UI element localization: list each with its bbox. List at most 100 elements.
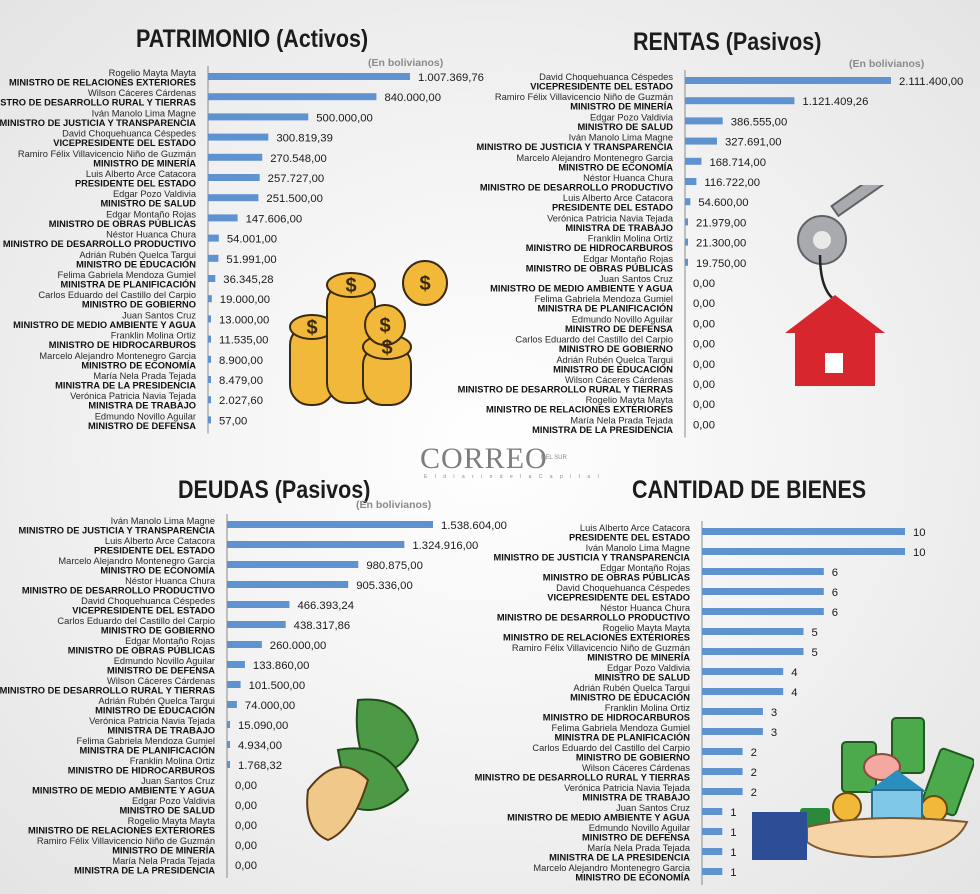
bienes-bar-role: PRESIDENTE DEL ESTADO (569, 533, 690, 543)
patrimonio-bar-name: Ramiro Félix Villavicencio Niño de Guzmá… (18, 149, 196, 159)
patrimonio-value-label: 270.548,00 (270, 153, 327, 165)
bienes-value-label: 6 (832, 607, 838, 619)
bienes-value-label: 5 (812, 627, 818, 639)
rentas-value-label: 0,00 (693, 359, 715, 371)
bienes-bar (702, 748, 743, 755)
patrimonio-value-label: 36.345,28 (223, 274, 273, 286)
patrimonio-bar (208, 315, 211, 323)
patrimonio-value-label: 11.535,00 (219, 335, 268, 347)
bienes-bar (702, 648, 804, 655)
rentas-bar-role: MINISTRA DE PLANIFICACIÓN (538, 303, 674, 314)
patrimonio-bar (208, 275, 216, 282)
patrimonio-value-label: 1.007.369,76 (418, 72, 484, 84)
bienes-bar-name: Edgar Pozo Valdivia (607, 663, 691, 673)
deudas-bar-role: MINISTRO DE HIDROCARBUROS (68, 766, 215, 776)
deudas-value-label: 0,00 (235, 820, 257, 832)
bienes-title: CANTIDAD DE BIENES (632, 476, 867, 504)
rentas-bar-name: Franklin Molina Ortiz (588, 234, 674, 244)
deudas-bar (227, 701, 237, 708)
bienes-value-label: 1 (730, 807, 736, 819)
newspaper-logo-subtitle: E l d i a r i o d e l a C a p i t a l (424, 474, 602, 480)
bienes-value-label: 6 (832, 567, 838, 579)
deudas-bar-name: Ramiro Félix Villavicencio Niño de Guzmá… (37, 836, 215, 846)
patrimonio-bar-name: Wilson Cáceres Cárdenas (88, 88, 196, 98)
svg-text:$: $ (345, 275, 356, 297)
deudas-bar-name: María Nela Prada Tejada (112, 856, 215, 866)
patrimonio-bar-name: Néstor Huanca Chura (106, 230, 197, 240)
deudas-title: DEUDAS (Pasivos) (178, 476, 371, 504)
rentas-bar-role: MINISTRO DE DESARROLLO RURAL Y TIERRAS (458, 385, 673, 395)
deudas-value-label: 0,00 (235, 800, 257, 812)
deudas-bar-role: MINISTRO DE DEFENSA (107, 666, 215, 676)
rentas-bar-name: Ramiro Félix Villavicencio Niño de Guzmá… (495, 92, 673, 102)
bienes-bar (702, 588, 824, 595)
patrimonio-value-label: 300.819,39 (276, 133, 333, 145)
patrimonio-bar (208, 254, 219, 262)
deudas-bar-role: MINISTRO DE RELACIONES EXTERIORES (28, 826, 215, 836)
rentas-value-label: 54.600,00 (698, 197, 748, 209)
deudas-bar-name: David Choquehuanca Céspedes (81, 596, 215, 606)
rentas-value-label: 1.121.409,26 (802, 96, 868, 108)
bienes-bar (702, 828, 723, 835)
rentas-bar (685, 238, 688, 246)
bienes-bar-role: MINISTRO DE GOBIERNO (576, 753, 690, 763)
deudas-bar (227, 721, 230, 728)
savings-house-hand-icon (752, 717, 974, 860)
deudas-value-label: 1.768,32 (238, 760, 282, 772)
rentas-value-label: 0,00 (693, 318, 715, 330)
rentas-value-label: 327.691,00 (725, 137, 782, 149)
rentas-bar (685, 77, 891, 84)
rentas-value-label: 0,00 (693, 298, 715, 310)
deudas-unit-note: (En bolivianos) (356, 499, 432, 511)
rentas-bar (685, 157, 702, 165)
rentas-value-label: 21.300,00 (696, 238, 746, 250)
deudas-bar-name: Carlos Eduardo del Castillo del Carpio (57, 616, 215, 626)
rentas-value-label: 0,00 (693, 419, 715, 431)
rentas-bar-role: MINISTRO DE OBRAS PÚBLICAS (526, 262, 673, 273)
patrimonio-bar (208, 73, 410, 80)
bienes-bar-name: Iván Manolo Lima Magne (586, 543, 690, 553)
deudas-bar-role: MINISTRO DE JUSTICIA Y TRANSPARENCIA (19, 526, 216, 536)
deudas-bar-name: Iván Manolo Lima Magne (111, 516, 215, 526)
rentas-value-label: 19.750,00 (696, 258, 746, 270)
bienes-value-label: 4 (791, 667, 797, 679)
patrimonio-bar (208, 214, 238, 222)
rentas-bar-name: Rogelio Mayta Mayta (586, 395, 674, 405)
patrimonio-bar-name: Edgar Pozo Valdivia (113, 189, 197, 199)
deudas-bar (227, 601, 290, 608)
bienes-bar (702, 788, 743, 795)
deudas-bar-role: MINISTRO DE MEDIO AMBIENTE Y AGUA (32, 786, 215, 796)
deudas-bar-name: Néstor Huanca Chura (125, 576, 216, 586)
bienes-value-label: 1 (730, 827, 736, 839)
rentas-value-label: 116.722,00 (704, 177, 760, 189)
svg-text:$: $ (419, 273, 430, 295)
rentas-bar-role: VICEPRESIDENTE DEL ESTADO (530, 82, 673, 92)
patrimonio-value-label: 2.027,60 (219, 395, 263, 407)
bienes-value-label: 2 (751, 787, 757, 799)
rentas-bar-name: Carlos Eduardo del Castillo del Carpio (515, 335, 673, 345)
patrimonio-title: PATRIMONIO (Activos) (136, 25, 369, 53)
rentas-bar-role: PRESIDENTE DEL ESTADO (552, 203, 673, 213)
bienes-bar (702, 768, 743, 775)
bienes-bar-name: Juan Santos Cruz (616, 803, 690, 813)
rentas-bar (685, 137, 717, 145)
bienes-bar (702, 868, 723, 875)
deudas-bar-role: VICEPRESIDENTE DEL ESTADO (72, 606, 215, 616)
bienes-bar-role: MINISTRO DE DEFENSA (582, 833, 690, 843)
bienes-bar-name: Néstor Huanca Chura (600, 603, 691, 613)
rentas-bar (685, 218, 688, 226)
patrimonio-bar (208, 396, 211, 404)
deudas-bar-name: Verónica Patricia Navia Tejada (89, 716, 216, 726)
patrimonio-bar-role: MINISTRO DE MINERÍA (93, 158, 196, 168)
patrimonio-bar (208, 234, 219, 242)
deudas-bar-role: MINISTRO DE DESARROLLO RURAL Y TIERRAS (0, 686, 215, 696)
deudas-value-label: 905.336,00 (356, 580, 413, 592)
deudas-value-label: 260.000,00 (270, 640, 327, 652)
rentas-unit-note: (En bolivianos) (849, 58, 925, 70)
rentas-bar-role: MINISTRO DE RELACIONES EXTERIORES (486, 405, 673, 415)
deudas-bar-role: MINISTRO DE GOBIERNO (101, 626, 215, 636)
patrimonio-bar-role: MINISTRO DE RELACIONES EXTERIORES (9, 78, 196, 88)
bienes-bar-name: Franklin Molina Ortiz (605, 703, 691, 713)
deudas-bar (227, 561, 359, 568)
deudas-bar-name: Rogelio Mayta Mayta (128, 816, 216, 826)
